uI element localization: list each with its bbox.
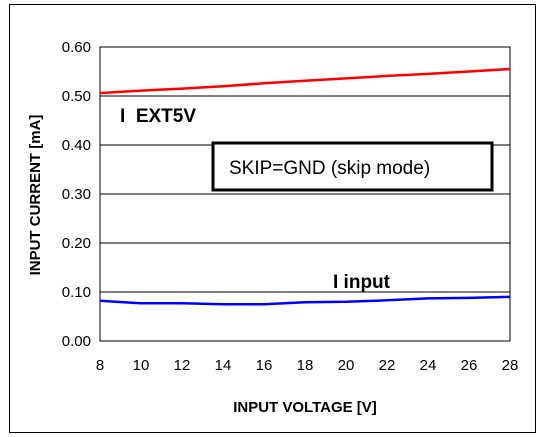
x-tick-label: 28 <box>502 357 519 374</box>
y-tick-label: 0.40 <box>62 137 91 154</box>
y-axis-label: INPUT CURRENT [mA] <box>27 115 44 276</box>
y-tick-label: 0.10 <box>62 284 91 301</box>
x-tick-label: 14 <box>215 357 232 374</box>
series-label-ext5v: I EXT5V <box>120 106 196 127</box>
y-tick-label: 0.30 <box>62 186 91 203</box>
series-label-input: I input <box>333 272 391 293</box>
x-axis-label: INPUT VOLTAGE [V] <box>233 399 377 416</box>
x-tick-labels: 8 10 12 14 16 18 20 22 24 26 28 <box>96 357 519 374</box>
y-tick-label: 0.60 <box>62 39 91 56</box>
x-tick-label: 16 <box>256 357 273 374</box>
x-tick-label: 24 <box>420 357 437 374</box>
series-lines <box>99 67 511 306</box>
annotation-box <box>211 141 494 192</box>
x-tick-label: 20 <box>338 357 355 374</box>
x-tick-label: 12 <box>174 357 191 374</box>
plot-area: 0.00 0.10 0.20 0.30 0.40 0.50 0.60 8 10 12 14 16 18… <box>62 39 519 374</box>
series-line-0 <box>99 67 511 95</box>
y-tick-label: 0.00 <box>62 333 91 350</box>
y-tick-label: 0.20 <box>62 235 91 252</box>
x-tick-label: 18 <box>297 357 314 374</box>
x-tick-label: 26 <box>461 357 478 374</box>
y-tick-labels: 0.00 0.10 0.20 0.30 0.40 0.50 0.60 <box>62 39 91 350</box>
y-tick-label: 0.50 <box>62 88 91 105</box>
x-tick-label: 22 <box>379 357 396 374</box>
annotation-text: SKIP=GND (skip mode) <box>229 158 430 179</box>
x-tick-label: 8 <box>96 357 104 374</box>
x-tick-label: 10 <box>133 357 150 374</box>
series-line-1 <box>99 295 511 306</box>
